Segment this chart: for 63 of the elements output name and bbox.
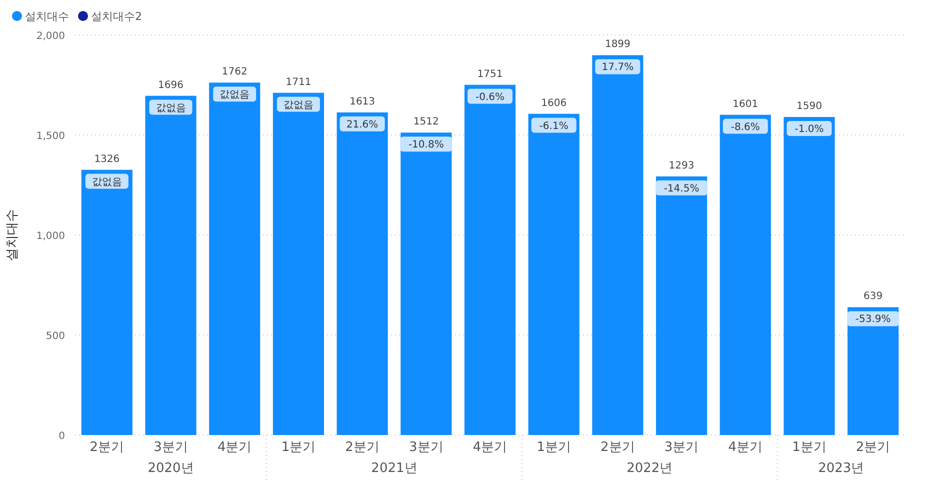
x-tick-label: 1분기 <box>792 440 826 455</box>
data-label: 1762 <box>222 66 248 78</box>
bar <box>528 114 580 435</box>
y-tick-label: 1,000 <box>36 231 65 242</box>
x-tick-label: 2분기 <box>90 440 124 455</box>
bar <box>592 55 644 435</box>
text: 값없음 <box>92 176 122 188</box>
data-label: 1293 <box>668 160 694 172</box>
x-tick-label: 2분기 <box>345 440 380 455</box>
text: -53.9% <box>855 314 891 326</box>
y-axis-title: 설치대수 <box>5 209 20 261</box>
bar <box>145 96 196 435</box>
data-label: 1711 <box>286 76 312 88</box>
data-label: 1606 <box>541 98 567 109</box>
bar <box>464 84 516 435</box>
bar <box>784 117 835 435</box>
x-tick-label: 4분기 <box>728 440 763 455</box>
bar <box>720 114 771 435</box>
bar <box>81 170 132 435</box>
text: 21.6% <box>346 119 378 130</box>
data-label: 1899 <box>604 39 630 50</box>
data-label: 639 <box>864 291 883 302</box>
x-tick-label: 1분기 <box>281 440 316 455</box>
x-tick-label: 3분기 <box>409 440 444 455</box>
text: -0.6% <box>475 92 505 103</box>
x-tick-label: 4분기 <box>217 440 252 455</box>
text: -14.5% <box>664 183 700 194</box>
data-label: 1751 <box>477 68 503 80</box>
y-tick-label: 1,500 <box>36 131 65 142</box>
text: 값없음 <box>283 100 314 111</box>
text: 값없음 <box>220 90 250 101</box>
text: -1.0% <box>794 124 824 135</box>
y-tick-label: 2,000 <box>36 31 65 42</box>
y-tick-label: 0 <box>58 431 65 442</box>
y-tick-label: 500 <box>46 331 65 342</box>
data-label: 1326 <box>94 154 120 165</box>
text: 2023년 <box>818 461 864 476</box>
text: 값없음 <box>156 102 186 114</box>
text: -8.6% <box>730 122 760 133</box>
legend-label: 설치대수2 <box>91 10 142 23</box>
data-label: 1696 <box>158 80 184 91</box>
text: 2022년 <box>626 461 673 476</box>
bar <box>336 112 388 435</box>
bar <box>400 132 452 435</box>
bar <box>656 176 708 435</box>
text: -10.8% <box>408 140 444 151</box>
x-tick-label: 1분기 <box>536 440 571 455</box>
bar <box>209 82 260 435</box>
data-label: 1512 <box>413 116 439 128</box>
data-label: 1590 <box>796 101 822 112</box>
legend-label: 설치대수 <box>25 10 69 23</box>
bar <box>272 92 324 435</box>
x-tick-label: 3분기 <box>664 440 699 455</box>
data-label: 1613 <box>350 96 376 108</box>
text: 17.7% <box>602 62 634 74</box>
x-tick-label: 2분기 <box>856 440 890 455</box>
text: -6.1% <box>539 120 568 132</box>
x-tick-label: 4분기 <box>472 440 508 455</box>
data-label: 1601 <box>732 98 758 110</box>
x-tick-label: 2분기 <box>600 440 635 455</box>
x-tick-label: 3분기 <box>154 440 188 455</box>
text: 2021년 <box>371 461 418 476</box>
text: 2020년 <box>148 461 194 476</box>
